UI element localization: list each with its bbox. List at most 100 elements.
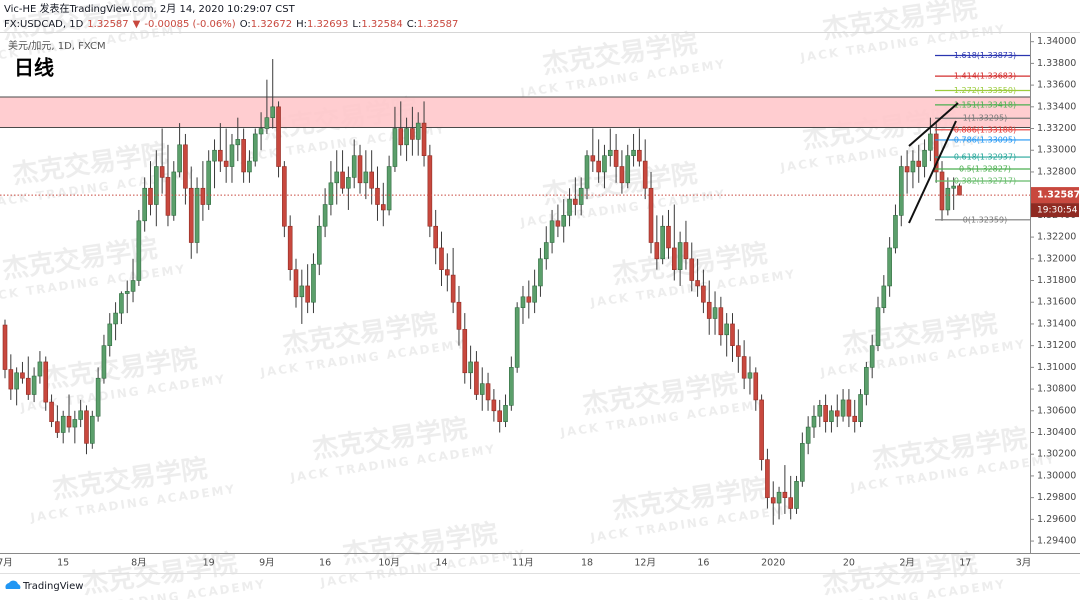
- candle-body: [526, 296, 532, 303]
- x-tick-label: 7月: [0, 558, 13, 569]
- candle-body: [311, 263, 316, 303]
- candle-body: [561, 215, 567, 227]
- candle-body: [864, 367, 869, 395]
- candle-body: [631, 149, 636, 156]
- candle-body: [183, 144, 188, 189]
- candle-body: [811, 415, 817, 428]
- candle-body: [695, 280, 700, 287]
- candle-body: [567, 198, 572, 216]
- y-tick-label: 1.29600: [1037, 514, 1076, 525]
- candle-body: [258, 128, 264, 135]
- candle-body: [334, 171, 340, 184]
- candle-body: [497, 410, 503, 422]
- y-tick-label: 1.32800: [1037, 166, 1076, 177]
- candle-body: [439, 247, 444, 270]
- y-tick-label: 1.33400: [1037, 101, 1076, 112]
- candle-body: [916, 160, 922, 167]
- candle-body: [555, 220, 561, 227]
- candle-body: [875, 307, 881, 346]
- candle-body: [782, 491, 788, 498]
- y-tick-label: 1.32200: [1037, 232, 1076, 243]
- candle-body: [718, 307, 724, 336]
- candle-body: [229, 144, 235, 167]
- x-tick-label: 20: [843, 558, 855, 569]
- y-tick-label: 1.30400: [1037, 427, 1076, 438]
- candle-body: [817, 405, 823, 417]
- x-tick-label: 11月: [512, 558, 534, 569]
- candle-body: [701, 285, 706, 303]
- candle-body: [154, 166, 159, 205]
- candle-body: [677, 242, 683, 270]
- candle-body: [264, 117, 270, 129]
- logo-icon: [5, 580, 21, 589]
- candle-body: [20, 372, 25, 379]
- candle-body: [776, 491, 782, 504]
- legend-item: ▼: [133, 19, 141, 30]
- candle-body: [415, 122, 421, 140]
- y-tick-label: 1.31200: [1037, 340, 1076, 351]
- candle-body: [858, 394, 863, 422]
- candle-body: [671, 247, 677, 270]
- candle-body: [747, 372, 753, 379]
- chart-title: 日线: [14, 56, 54, 80]
- candle-body: [607, 149, 613, 156]
- x-tick-label: 3月: [1016, 558, 1032, 569]
- candle-body: [398, 128, 404, 146]
- candle-body: [136, 220, 142, 281]
- y-tick-label: 1.30000: [1037, 470, 1076, 481]
- candle-body: [171, 171, 177, 216]
- candle-body: [625, 155, 631, 184]
- author-line: Vic-HE 发表在TradingView.com, 2月 14, 2020 1…: [4, 2, 296, 15]
- countdown-label: 19:30:54: [1037, 206, 1078, 216]
- candle-body: [287, 225, 293, 270]
- last-price-label: 1.32587: [1037, 190, 1080, 201]
- legend-item: 1.32587: [417, 19, 458, 30]
- candle-body: [474, 361, 479, 395]
- candle-body: [893, 215, 898, 249]
- candle-body: [543, 242, 549, 260]
- candle-body: [456, 301, 462, 330]
- candle-body: [119, 293, 124, 314]
- y-tick-label: 1.29400: [1037, 536, 1076, 547]
- candle-body: [206, 160, 211, 205]
- candle-body: [247, 160, 252, 173]
- fib-label: 1(1.33295): [963, 114, 1007, 123]
- candle-body: [369, 171, 374, 189]
- candle-body: [375, 187, 380, 205]
- y-tick-label: 1.33600: [1037, 80, 1076, 91]
- legend-item: 1.32584: [361, 19, 402, 30]
- candle-body: [241, 139, 246, 173]
- candle-body: [823, 405, 828, 422]
- candle-body: [450, 274, 456, 303]
- fib-label: 0.786(1.33095): [954, 135, 1016, 144]
- candle-body: [31, 375, 37, 395]
- x-tick-label: 8月: [131, 558, 147, 569]
- legend-item: -0.00085 (-0.06%): [144, 19, 235, 30]
- fib-label: 0(1.32359): [963, 215, 1007, 224]
- candle-body: [299, 285, 305, 298]
- footer-logo: TradingView: [5, 580, 83, 592]
- candle-body: [741, 356, 747, 379]
- candle-body: [235, 139, 241, 146]
- candle-body: [736, 345, 741, 357]
- candle-body: [590, 155, 596, 162]
- candle-body: [549, 220, 555, 243]
- candle-body: [95, 377, 101, 417]
- y-tick-label: 1.34000: [1037, 36, 1076, 47]
- candle-body: [642, 160, 648, 189]
- candle-body: [928, 133, 933, 151]
- x-tick-label: 18: [581, 558, 593, 569]
- y-tick-label: 1.30600: [1037, 405, 1076, 416]
- candle-body: [293, 269, 299, 298]
- candle-body: [25, 377, 31, 395]
- countdown-tag: [1031, 203, 1079, 218]
- chart-subtitle: 美元/加元, 1D, FXCM: [8, 39, 106, 52]
- legend-item: H:: [296, 19, 307, 30]
- candle-body: [689, 258, 695, 281]
- candle-body: [724, 323, 729, 336]
- candle-body: [410, 128, 415, 140]
- candle-body: [753, 372, 759, 401]
- candle-body: [305, 285, 310, 303]
- candle-body: [660, 225, 665, 260]
